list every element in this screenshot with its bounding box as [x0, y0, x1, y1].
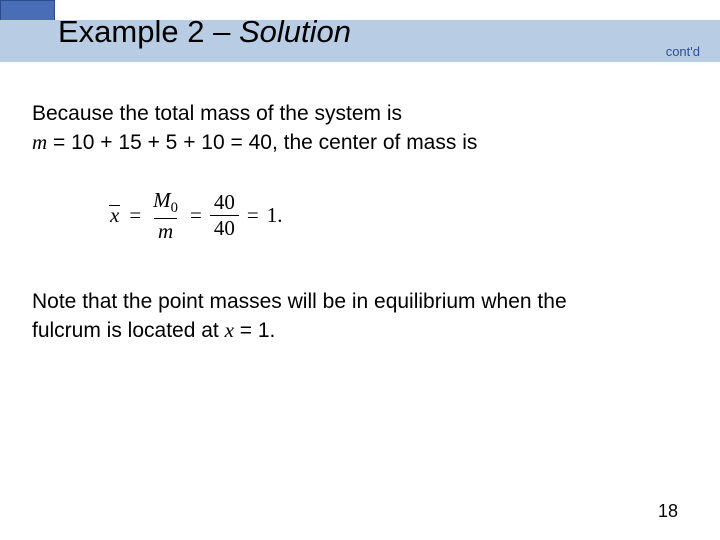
frac1-denominator: m [154, 218, 177, 242]
note2-part-a: fulcrum is located at [32, 319, 225, 342]
line2-rest: = 10 + 15 + 5 + 10 = 40, the center of m… [47, 131, 477, 154]
slide-title: Example 2 – Solution [58, 14, 351, 50]
page-number: 18 [658, 501, 678, 522]
fraction-40-over-40: 40 40 [210, 192, 239, 239]
frac2-numerator: 40 [210, 192, 239, 215]
variable-x: x [225, 318, 234, 342]
variable-m: m [32, 130, 47, 154]
note-line-1: Note that the point masses will be in eq… [32, 288, 567, 316]
note2-part-b: = 1. [234, 319, 275, 342]
note-line-2: fulcrum is located at x = 1. [32, 316, 275, 345]
title-emphasis: Solution [239, 14, 351, 49]
frac2-denominator: 40 [210, 215, 239, 239]
subscript-0: 0 [171, 200, 178, 216]
body-line-2: m = 10 + 15 + 5 + 10 = 40, the center of… [32, 128, 477, 157]
result-value: 1. [267, 203, 283, 228]
continued-label: cont'd [666, 44, 700, 59]
equals-3: = [247, 203, 259, 228]
M-symbol: M [153, 188, 171, 212]
title-prefix: Example 2 – [58, 14, 239, 49]
equals-1: = [129, 203, 141, 228]
equals-2: = [190, 203, 202, 228]
center-of-mass-formula: x = M0 m = 40 40 = 1. [108, 190, 282, 242]
x-bar-symbol: x [108, 203, 121, 228]
body-line-1: Because the total mass of the system is [32, 100, 402, 128]
fraction-M0-over-m: M0 m [149, 190, 182, 242]
frac1-numerator: M0 [149, 190, 182, 218]
